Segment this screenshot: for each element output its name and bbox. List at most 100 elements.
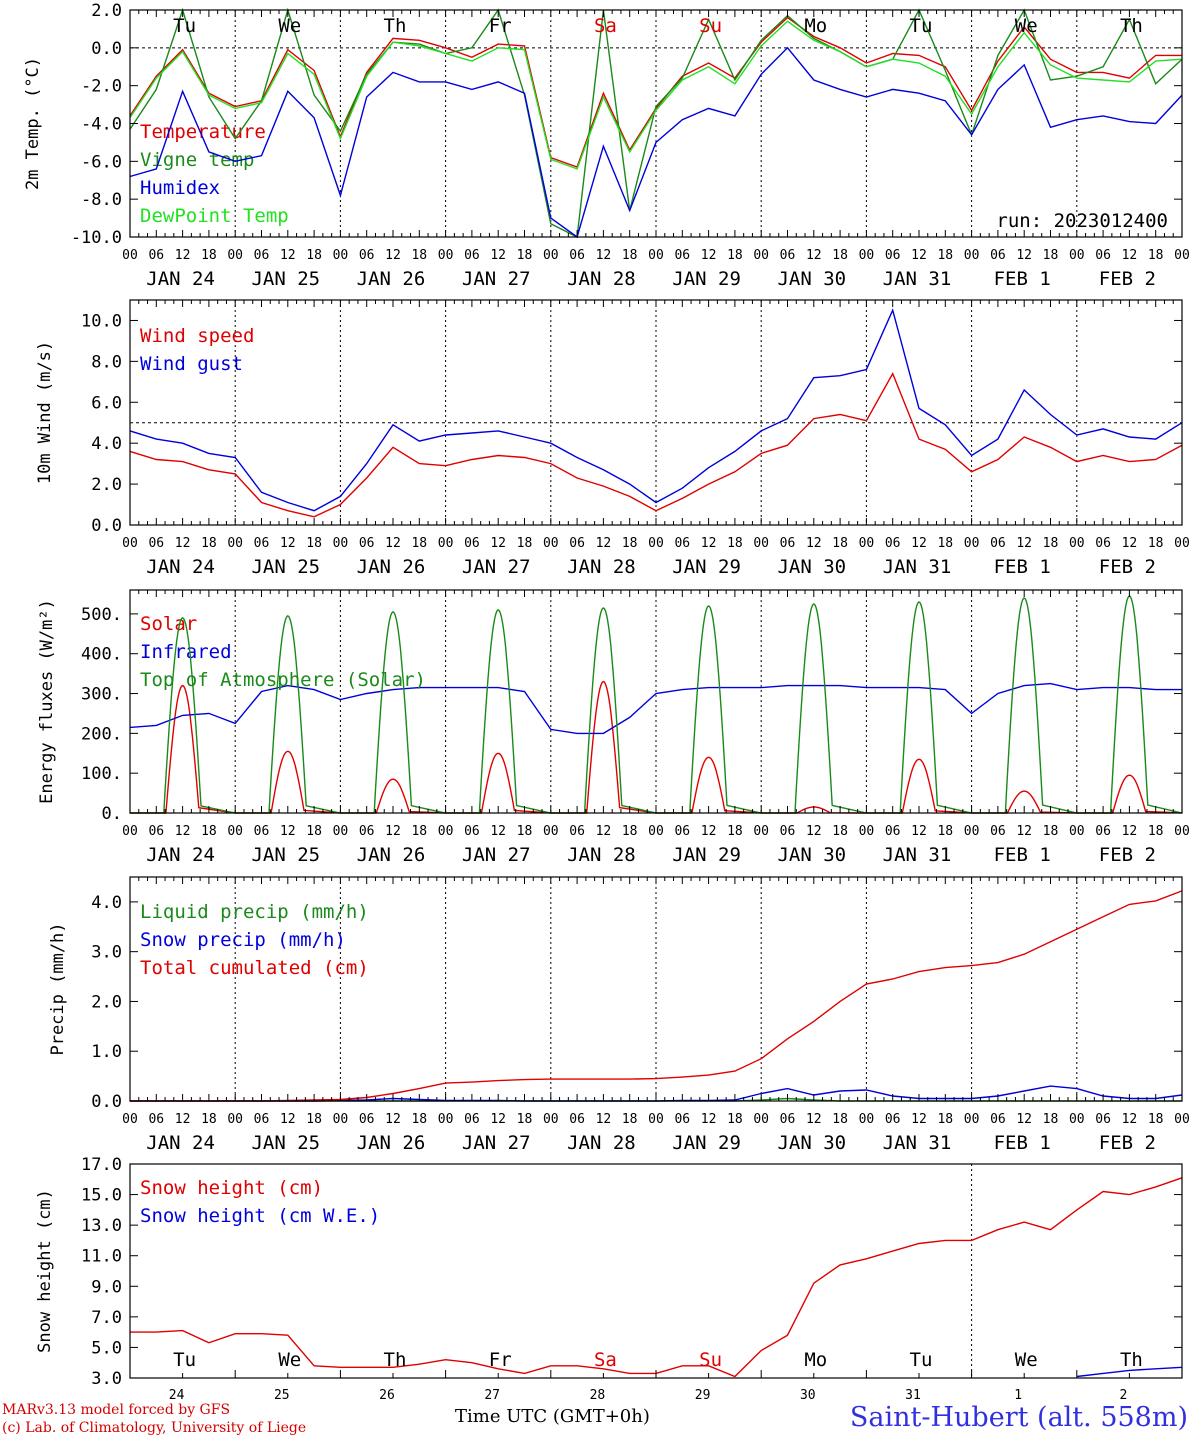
x-hour-label: 06 [359,536,375,551]
y-tick-label: 400. [81,645,122,665]
x-hour-label: 00 [964,1112,980,1127]
x-hour-label: 12 [280,536,296,551]
x-day-label: JAN 27 [462,268,531,290]
x-hour-label: 12 [175,536,191,551]
legend-entry: Snow height (cm) [140,1177,323,1199]
weekday-label: Fr [489,15,512,37]
x-hour-label: 06 [885,824,901,839]
x-hour-label: 12 [1122,1112,1138,1127]
x-hour-label: 06 [464,248,480,263]
x-hour-label: 12 [385,536,401,551]
x-hour-label: 18 [306,248,322,263]
series-line-dewpoint-temp [129,20,1183,170]
x-hour-label: 12 [1122,536,1138,551]
x-hour-label: 06 [674,1112,690,1127]
x-hour-label: 12 [701,536,717,551]
x-day-number: 1 [1014,1388,1022,1403]
x-hour-label: 06 [780,536,796,551]
x-hour-label: 06 [254,248,270,263]
x-hour-label: 00 [438,1112,454,1127]
weekday-label: Tu [173,15,196,37]
model-credit: MARv3.13 model forced by GFS [2,1402,231,1418]
y-tick-label: -10.0 [71,228,122,248]
x-day-label: JAN 29 [672,556,741,578]
x-hour-label: 00 [122,536,138,551]
x-axis-label: Time UTC (GMT+0h) [455,1406,650,1427]
x-hour-label: 00 [964,824,980,839]
x-day-label: FEB 2 [1099,268,1156,290]
x-hour-label: 00 [438,824,454,839]
weekday-label: Sa [594,15,617,37]
x-day-label: JAN 26 [357,556,426,578]
x-hour-label: 12 [175,824,191,839]
x-hour-label: 12 [596,536,612,551]
weekday-label: We [1015,1349,1038,1371]
x-hour-label: 00 [543,248,559,263]
x-hour-label: 12 [1016,536,1032,551]
x-day-number: 28 [590,1388,606,1403]
x-hour-label: 18 [306,1112,322,1127]
x-day-label: JAN 24 [146,844,215,866]
x-hour-label: 00 [122,248,138,263]
x-hour-label: 12 [385,1112,401,1127]
x-hour-label: 18 [622,1112,638,1127]
x-hour-label: 00 [438,536,454,551]
x-hour-label: 12 [701,824,717,839]
x-day-label: JAN 28 [567,1132,636,1154]
y-tick-label: 13.0 [81,1216,122,1236]
x-hour-label: 00 [122,1112,138,1127]
y-tick-label: 5.0 [91,1338,122,1358]
panel-3: Solar Infrared Top of Atmosphere (Solar) 50… [37,589,1190,866]
x-hour-label: 00 [648,248,664,263]
x-hour-label: 12 [175,1112,191,1127]
series-line-humidex [129,46,1183,239]
weekday-label: Sa [594,1349,617,1371]
x-day-label: FEB 1 [994,268,1051,290]
y-tick-label: 4.0 [91,434,122,454]
x-hour-label: 18 [201,248,217,263]
legend-entry: Top of Atmosphere (Solar) [140,669,426,691]
x-hour-label: 00 [543,536,559,551]
x-hour-label: 12 [911,824,927,839]
series-line-wind-speed [129,371,1183,518]
x-hour-label: 18 [517,1112,533,1127]
x-hour-label: 12 [806,1112,822,1127]
x-hour-label: 18 [411,824,427,839]
y-axis-label: Precip (mm/h) [48,922,68,1055]
x-day-label: JAN 24 [146,556,215,578]
weekday-label: Mo [804,15,827,37]
y-tick-label: 11.0 [81,1247,122,1267]
y-tick-label: 200. [81,724,122,744]
x-hour-label: 06 [885,248,901,263]
x-hour-label: 18 [1043,824,1059,839]
x-hour-label: 06 [674,824,690,839]
x-hour-label: 12 [490,824,506,839]
y-axis-label: 2m Temp. (°C) [23,57,43,190]
x-hour-label: 00 [333,536,349,551]
x-hour-label: 00 [859,536,875,551]
x-hour-label: 00 [648,824,664,839]
y-tick-label: -2.0 [81,77,122,97]
x-hour-label: 06 [990,1112,1006,1127]
x-day-label: JAN 30 [777,556,846,578]
weekday-label: Tu [910,15,933,37]
x-hour-label: 18 [832,536,848,551]
x-hour-label: 18 [1148,248,1164,263]
y-axis-label: Snow height (cm) [35,1189,55,1353]
x-hour-label: 18 [517,824,533,839]
legend-entry: Liquid precip (mm/h) [140,901,369,923]
weekday-label: Su [699,1349,722,1371]
x-day-number: 2 [1119,1388,1127,1403]
x-hour-label: 00 [859,248,875,263]
x-hour-label: 00 [753,824,769,839]
x-day-label: JAN 27 [462,556,531,578]
x-hour-label: 00 [438,248,454,263]
x-hour-label: 06 [359,824,375,839]
legend-entry: Wind speed [140,325,254,347]
x-day-label: JAN 27 [462,1132,531,1154]
x-hour-label: 00 [1069,1112,1085,1127]
x-hour-label: 00 [227,248,243,263]
x-hour-label: 12 [280,248,296,263]
weekday-label: Tu [910,1349,933,1371]
x-hour-label: 06 [569,536,585,551]
